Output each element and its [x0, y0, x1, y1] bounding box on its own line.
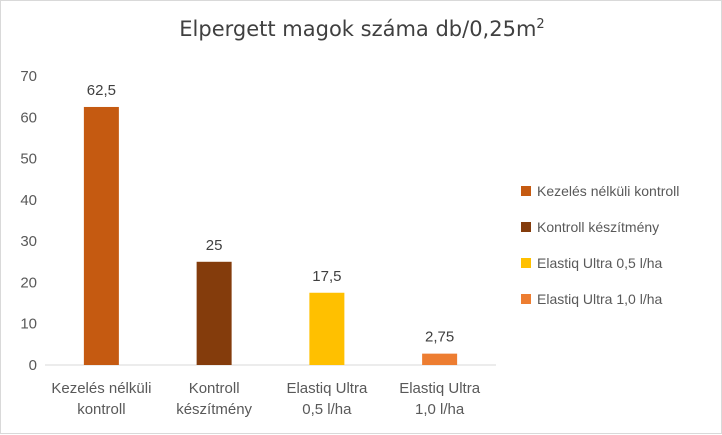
legend-item-kontroll-keszitmeny: Kontroll készítmény: [521, 217, 721, 236]
x-category-label-line: 1,0 l/ha: [415, 401, 465, 418]
legend-item-elastiq-ultra-05: Elastiq Ultra 0,5 l/ha: [521, 253, 721, 272]
chart-title-text: Elpergett magok száma db/0,25m: [179, 17, 537, 41]
data-label: 17,5: [312, 268, 341, 285]
legend-item-elastiq-ultra-10: Elastiq Ultra 1,0 l/ha: [521, 289, 721, 308]
y-tick-label: 70: [20, 68, 37, 85]
x-category-label-line: 0,5 l/ha: [302, 401, 352, 418]
y-tick-label: 50: [20, 151, 37, 168]
data-label: 2,75: [425, 329, 454, 346]
x-category-label-line: Elastiq Ultra: [399, 380, 481, 397]
legend-item-kezeles-nelkuli-kontroll: Kezelés nélküli kontroll: [521, 181, 721, 200]
y-tick-label: 20: [20, 274, 37, 291]
x-category-label-line: készítmény: [176, 401, 253, 418]
bar: [309, 292, 345, 365]
data-labels-group: 62,5 25 17,5 2,75: [87, 82, 454, 346]
legend-label: Kontroll készítmény: [537, 218, 660, 235]
legend-swatch: [521, 185, 531, 196]
bar: [422, 353, 458, 365]
x-category-label-line: Kontroll: [188, 380, 240, 397]
y-tick-label: 10: [20, 316, 37, 333]
y-tick-label: 0: [29, 357, 37, 374]
x-category-label-line: Elastiq Ultra: [286, 380, 368, 397]
x-category-label-line: kontroll: [77, 401, 126, 418]
legend-label: Elastiq Ultra 0,5 l/ha: [537, 254, 663, 271]
x-category-label: Elastiq Ultra 1,0 l/ha: [381, 378, 499, 420]
legend-label: Kezelés nélküli kontroll: [537, 182, 680, 199]
chart-title-superscript: 2: [536, 17, 545, 32]
legend-swatch: [521, 257, 531, 268]
y-tick-label: 40: [20, 192, 37, 209]
bar: [196, 261, 232, 365]
y-tick-label: 30: [20, 233, 37, 250]
bars-group: [83, 106, 458, 365]
bar: [83, 106, 119, 365]
data-label: 25: [206, 237, 223, 254]
y-axis-ticks: 0 10 20 30 40 50 60 70: [20, 68, 37, 374]
x-category-label: Kontroll készítmény: [155, 378, 273, 420]
x-category-label-line: Kezelés nélküli: [51, 380, 152, 397]
legend-label: Elastiq Ultra 1,0 l/ha: [537, 290, 663, 307]
data-label: 62,5: [87, 82, 116, 99]
x-category-label: Elastiq Ultra 0,5 l/ha: [268, 378, 386, 420]
chart-title: Elpergett magok száma db/0,25m2: [1, 17, 722, 41]
legend-swatch: [521, 221, 531, 232]
legend-swatch: [521, 293, 531, 304]
legend: Kezelés nélküli kontroll Kontroll készít…: [521, 181, 721, 325]
y-tick-label: 60: [20, 109, 37, 126]
x-category-label: Kezelés nélküli kontroll: [42, 378, 160, 420]
